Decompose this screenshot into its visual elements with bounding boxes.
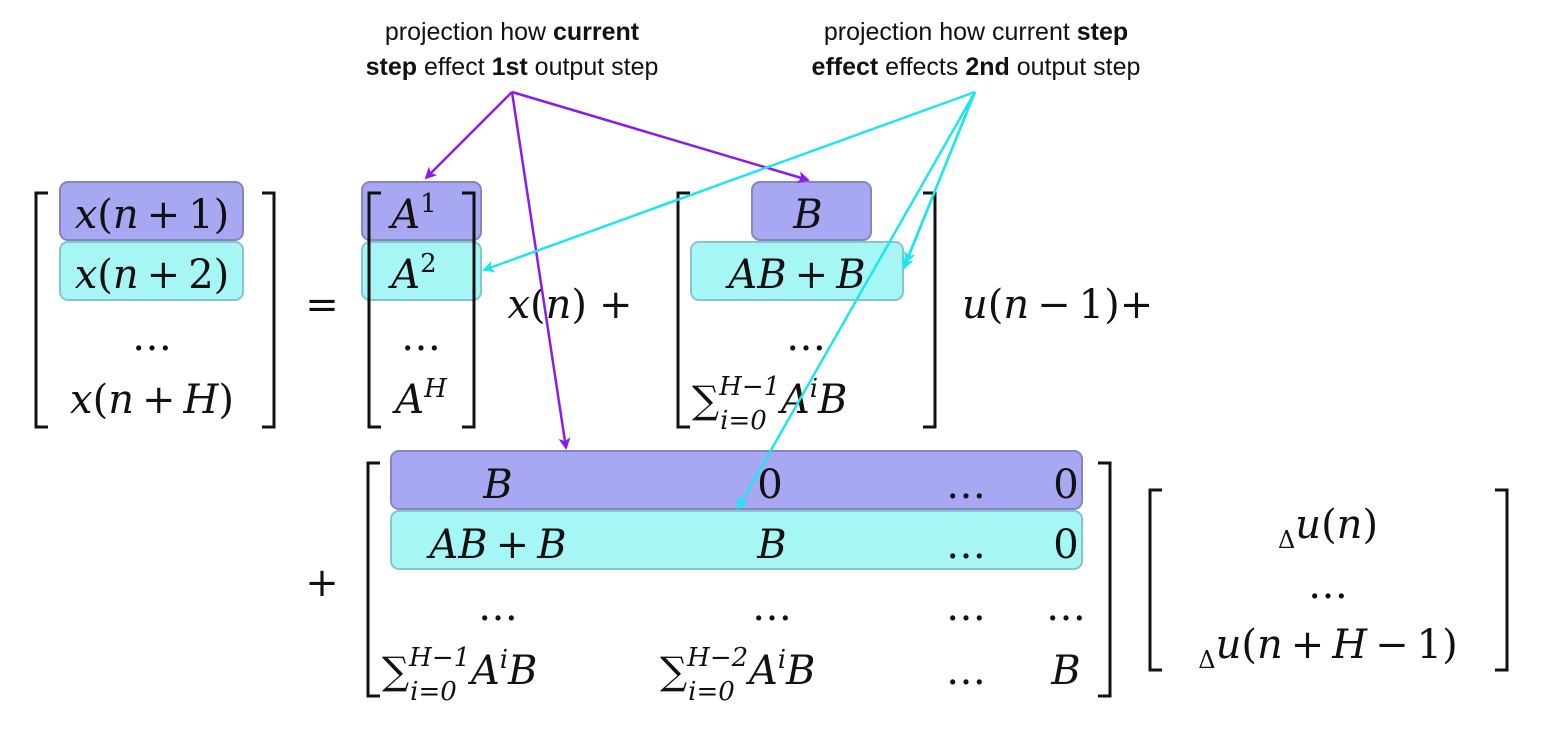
du-row2: … [1308,562,1348,608]
big-matrix: B 0 … 0 AB + B B … 0 … … … … ∑H−1 i=0 AiB ∑H… [382,462,1086,707]
lhs-vector: x(n +1) x(n +2) … x(n + H) [70,192,234,423]
arrow-cyan-to-b2-right [902,91,977,270]
highlights [59,181,1083,570]
highlight-a-row1 [361,181,482,241]
annotation-first-line1: projection how current [384,18,640,46]
big-r3-c2: … [752,584,792,630]
arrow-cyan-to-a2 [482,90,976,273]
big-r1-c4: 0 [1053,462,1078,508]
big-r1-c1: B [482,462,512,508]
big-r3-c3: … [946,584,986,630]
big-r1-c3: … [946,462,986,508]
annotation-first-line2: step effect 1st output step [365,53,659,81]
a-row1: A1 [387,189,436,238]
b-row2: AB + B [724,252,865,298]
bracket-a-right [462,191,476,429]
equals-sign: = [305,282,339,328]
b-vector: B AB + B … ∑H−1 i=0 AiB [692,192,866,436]
big-r1-c2: 0 [757,462,782,508]
bracket-lhs-right [262,191,276,429]
lhs-row3: … [132,314,172,360]
big-r2-c4: 0 [1053,522,1078,568]
xn-term: x(n) + [507,282,632,328]
big-r4-c1: ∑H−1 i=0 AiB [382,643,537,707]
highlight-b-row1 [751,181,872,241]
annotation-second-step: projection how current step effect effec… [770,15,1182,85]
b-row1: B [792,192,822,238]
big-r3-c4: … [1046,584,1086,630]
arrow-cyan-to-big-r2 [736,91,977,510]
lhs-row4: x(n + H) [70,377,234,423]
big-r2-c3: … [946,522,986,568]
du-row3: Δu(n + H −1) [1198,622,1457,674]
bracket-a-left [367,191,381,429]
bracket-big-right [1098,461,1112,698]
highlight-big-row1 [390,450,1083,510]
big-r3-c1: … [478,584,518,630]
annotation-second-line1: projection how current step [823,18,1129,46]
bracket-b-right [923,191,937,429]
annotation-second-line2: effect effects 2nd output step [811,53,1141,81]
big-r2-c2: B [756,522,786,568]
arrow-purple-to-a1 [424,91,513,180]
annotation-first-step: projection how current step effect 1st o… [328,15,696,85]
b-row3: … [786,314,826,360]
du-row1: Δu(n) [1278,502,1378,554]
brackets [34,191,1509,698]
big-r2-c1: AB + B [425,522,566,568]
bracket-big-left [366,461,380,698]
bracket-du-right [1495,488,1509,672]
big-r4-c4: B [1050,648,1080,694]
highlight-big-row2 [390,510,1083,570]
bracket-du-left [1148,488,1162,672]
b-row4: ∑H−1 i=0 AiB [692,372,847,436]
highlight-lhs-row2 [59,241,244,301]
a-vector: A1 A2 … AH [387,189,448,423]
du-vector: Δu(n) … Δu(n + H −1) [1198,502,1457,674]
lhs-row2: x(n +2) [75,252,230,298]
a-row2: A2 [387,249,436,298]
bracket-lhs-left [34,191,48,429]
bracket-b-left [676,191,690,429]
arrows [424,90,977,510]
highlight-b-row2 [690,241,904,301]
arrow-purple-to-b1 [511,90,810,183]
a-row4: AH [391,374,448,423]
big-r4-c2: ∑H−2 i=0 AiB [660,643,815,707]
highlight-a-row2 [361,241,482,301]
a-row3: … [401,314,441,360]
lhs-row1: x(n +1) [75,192,230,238]
u-prev-term: u(n −1)+ [962,282,1153,328]
highlight-lhs-row1 [59,181,244,241]
arrow-purple-to-big-r1 [510,91,571,450]
big-r4-c3: … [946,648,986,694]
plus-second-line: + [305,560,339,606]
